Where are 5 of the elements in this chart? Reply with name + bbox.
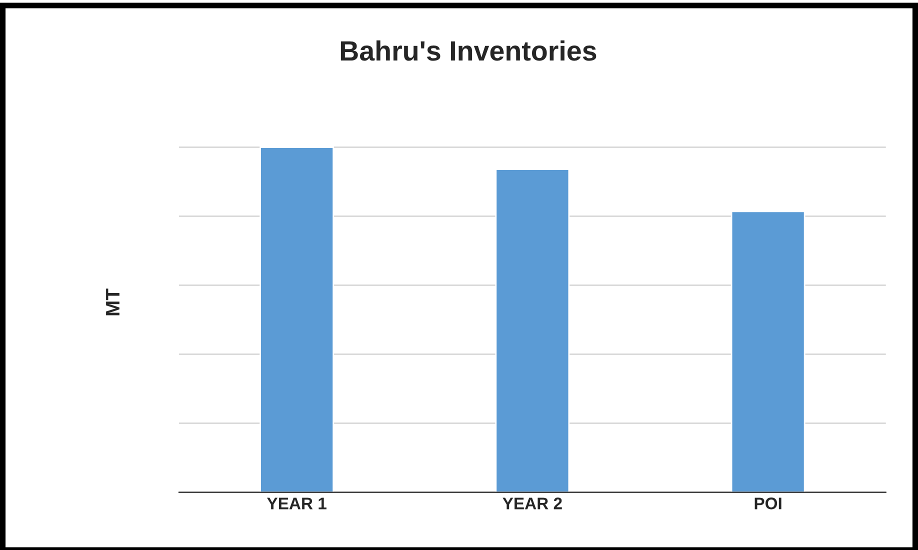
y-axis-title: MT xyxy=(106,288,120,316)
x-tick-label: POI xyxy=(754,498,782,510)
chart-title: Bahru's Inventories xyxy=(340,40,596,61)
x-tick-label: YEAR 1 xyxy=(267,498,326,510)
x-tick-label: YEAR 2 xyxy=(502,498,562,510)
